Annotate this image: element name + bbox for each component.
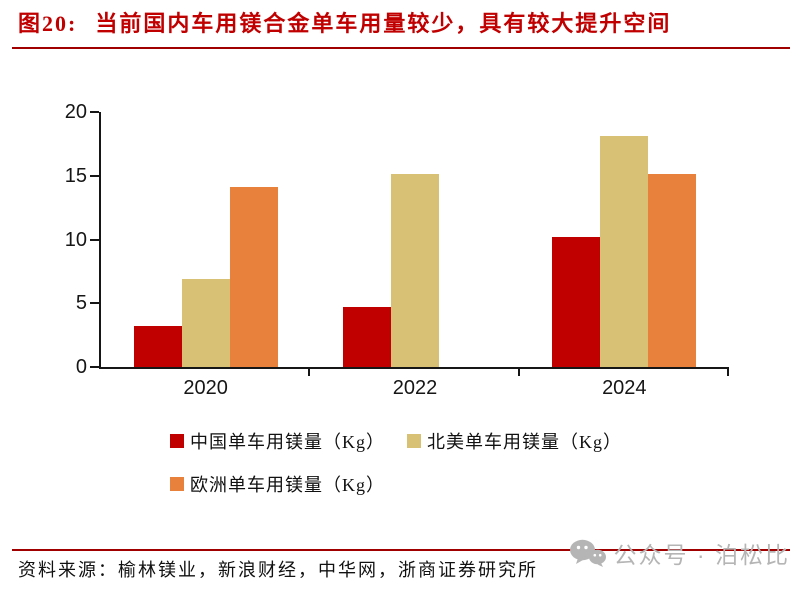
legend-label: 欧洲单车用镁量（Kg） bbox=[190, 475, 385, 495]
wechat-icon bbox=[569, 539, 607, 567]
watermark-text: 公众号 · 泊松比 bbox=[613, 542, 790, 568]
y-axis-tick bbox=[90, 366, 99, 368]
y-axis-tick-label: 5 bbox=[75, 292, 87, 315]
bar-2022-series2 bbox=[391, 174, 439, 367]
source-label: 资料来源： bbox=[18, 560, 118, 580]
x-axis-tick bbox=[727, 369, 729, 376]
source-line: 资料来源：榆林镁业，新浪财经，中华网，浙商证券研究所 bbox=[18, 556, 538, 582]
plot-area: 0 5 10 15 20 2020 2022 2024 bbox=[65, 101, 729, 399]
y-axis-tick-label: 0 bbox=[75, 356, 87, 378]
x-axis-tick bbox=[517, 369, 520, 376]
legend-item: 欧洲单车用镁量（Kg） bbox=[170, 471, 405, 497]
y-axis-tick bbox=[90, 174, 99, 177]
x-axis-tick bbox=[308, 369, 311, 376]
y-axis-tick bbox=[90, 302, 99, 305]
source-text: 榆林镁业，新浪财经，中华网，浙商证券研究所 bbox=[118, 560, 538, 580]
chart-legend: 中国单车用镁量（Kg） 北美单车用镁量（Kg） 欧洲单车用镁量（Kg） bbox=[170, 428, 656, 497]
legend-swatch bbox=[407, 434, 421, 448]
bar-2024-series3 bbox=[648, 174, 697, 367]
bar-2024-series1 bbox=[552, 236, 601, 367]
bar-2020-series2 bbox=[181, 279, 230, 367]
legend-label: 北美单车用镁量（Kg） bbox=[427, 432, 622, 452]
bar-chart: 0 5 10 15 20 2020 2022 2024 bbox=[0, 95, 798, 410]
bar-2020-series1 bbox=[133, 326, 182, 367]
x-axis-tick-label: 2020 bbox=[183, 377, 228, 399]
bar-2022-series1 bbox=[343, 307, 391, 367]
bar-2020-series3 bbox=[229, 187, 278, 367]
footer-divider bbox=[12, 549, 790, 551]
legend-item: 北美单车用镁量（Kg） bbox=[407, 428, 642, 454]
y-axis-tick-label: 15 bbox=[64, 164, 87, 187]
x-axis-tick-label: 2022 bbox=[392, 377, 438, 399]
legend-item: 中国单车用镁量（Kg） bbox=[170, 428, 405, 454]
x-axis-tick-label: 2024 bbox=[602, 377, 647, 399]
legend-swatch bbox=[170, 434, 184, 448]
y-axis-tick-label: 20 bbox=[64, 101, 87, 123]
legend-label: 中国单车用镁量（Kg） bbox=[190, 432, 385, 452]
figure-title: 图20: 当前国内车用镁合金单车用量较少，具有较大提升空间 bbox=[18, 8, 788, 40]
figure-caption: 当前国内车用镁合金单车用量较少，具有较大提升空间 bbox=[95, 11, 672, 36]
bar-2024-series2 bbox=[600, 136, 649, 367]
figure-number: 图20: bbox=[18, 11, 78, 36]
y-axis-tick-label: 10 bbox=[64, 228, 87, 251]
y-axis-tick bbox=[90, 111, 99, 113]
title-divider bbox=[12, 47, 790, 49]
y-axis-tick bbox=[90, 238, 99, 241]
legend-swatch bbox=[170, 477, 184, 491]
watermark: 公众号 · 泊松比 bbox=[569, 536, 790, 570]
